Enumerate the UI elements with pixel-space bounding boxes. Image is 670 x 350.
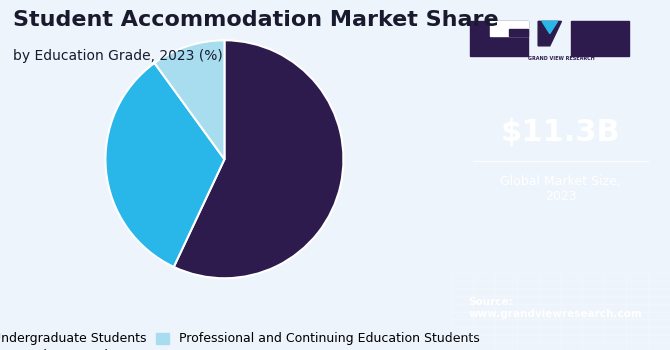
Text: by Education Grade, 2023 (%): by Education Grade, 2023 (%) [13, 49, 223, 63]
Text: Source:
www.grandviewresearch.com: Source: www.grandviewresearch.com [468, 297, 642, 319]
Wedge shape [174, 40, 344, 278]
Bar [571, 21, 629, 56]
Text: Student Accommodation Market Share: Student Accommodation Market Share [13, 10, 499, 30]
Polygon shape [542, 21, 557, 34]
Wedge shape [105, 63, 224, 267]
Polygon shape [538, 21, 561, 46]
Wedge shape [155, 40, 224, 159]
Text: $11.3B: $11.3B [500, 119, 620, 147]
Legend: Undergraduate Students, Postgraduate Students, Professional and Continuing Educa: Undergraduate Students, Postgraduate Stu… [0, 328, 484, 350]
Text: Global Market Size,
2023: Global Market Size, 2023 [500, 175, 621, 203]
Text: GRAND VIEW RESEARCH: GRAND VIEW RESEARCH [528, 56, 595, 61]
Bar [490, 21, 529, 36]
Bar [470, 21, 529, 56]
Bar [509, 29, 529, 36]
